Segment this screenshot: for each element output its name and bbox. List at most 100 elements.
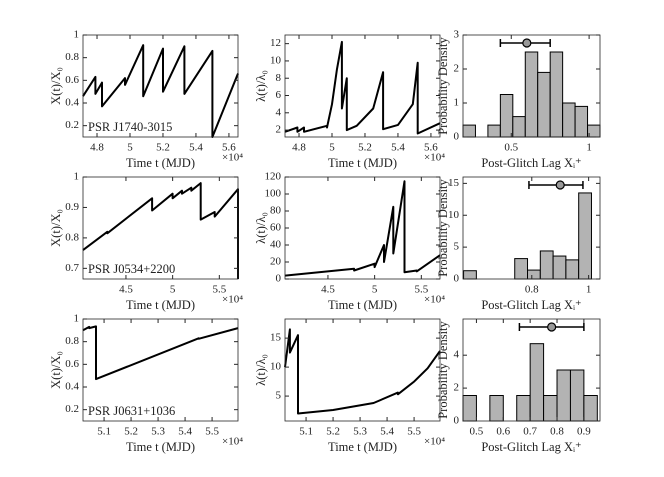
x-tick-label: 1 [586, 142, 592, 154]
x-tick-label: 5.6 [222, 142, 236, 154]
y-tick-label: 1 [74, 171, 80, 183]
x-tick-label: 4.8 [292, 142, 306, 154]
y-tick-label: 20 [270, 256, 282, 268]
histogram-bar [524, 51, 539, 138]
x-tick-label: 5 [170, 284, 176, 296]
y-tick-label: 0.8 [65, 335, 79, 347]
data-line [82, 325, 239, 381]
y-axis-label: λ(t)/λ₀ [254, 212, 268, 244]
x-tick-label: 5.4 [189, 142, 203, 154]
histogram-bar [487, 124, 501, 138]
histogram-bar [499, 94, 514, 138]
y-tick-label: 1 [74, 29, 80, 41]
y-tick-label: 0 [454, 415, 460, 427]
y-tick-label: 0.2 [65, 403, 79, 415]
x-tick-label: 5.1 [299, 426, 313, 438]
histogram-bar [463, 270, 477, 280]
x-multiplier: ×10⁴ [222, 152, 243, 164]
y-tick-label: 6 [276, 89, 282, 101]
y-tick-label: 0.6 [65, 358, 79, 370]
mean-marker [555, 180, 565, 190]
x-tick-label: 0.8 [550, 426, 564, 438]
y-tick-label: 0.9 [65, 201, 79, 213]
histogram-bar [543, 395, 558, 422]
y-tick-label: 4 [454, 349, 460, 361]
x-tick-label: 4.8 [90, 142, 104, 154]
y-tick-label: 15 [448, 177, 460, 189]
panel: 4.8 5 5.2 5.4 5.6 0.2 0.4 0.6 0.8 1 Time t (MJD) X(… [49, 29, 243, 170]
panel: 0.5 0.6 0.7 0.8 0.9 0 2 4 Post-Glitch Lag Xᵢ⁺ Pro… [436, 318, 601, 454]
histogram-bar [552, 255, 567, 280]
y-axis-label: λ(t)/λ₀ [254, 354, 268, 386]
y-tick-label: 8 [276, 72, 282, 84]
y-tick-label: 0 [454, 273, 460, 285]
y-tick-label: 0.4 [65, 381, 79, 393]
panel: 4.8 5 5.2 5.4 5.6 2 4 6 8 10 12 Time t (MJD) λ(t)/λ₀… [254, 34, 445, 170]
histogram-bar [549, 51, 564, 138]
plot-area [285, 177, 440, 279]
x-tick-label: 0.6 [496, 426, 510, 438]
axes-box [462, 318, 601, 422]
x-tick-label: 5.2 [358, 142, 372, 154]
pulsar-name: PSR J0534+2200 [88, 262, 175, 276]
y-tick-label: 5 [454, 241, 460, 253]
y-tick-label: 0.8 [65, 51, 79, 63]
pulsar-name: PSR J1740-3015 [88, 120, 172, 134]
y-tick-label: 60 [270, 222, 282, 234]
histogram-bar [556, 369, 571, 422]
x-tick-label: 4.5 [119, 284, 133, 296]
y-axis-label: λ(t)/λ₀ [254, 70, 268, 102]
y-axis-label: X(t)/X₀ [49, 351, 63, 389]
x-axis-label: Time t (MJD) [328, 440, 397, 454]
axes-box [462, 34, 601, 138]
x-multiplier: ×10⁴ [222, 436, 243, 448]
axes-box [82, 34, 239, 138]
plot-area [83, 177, 238, 279]
x-tick-label: 5 [329, 142, 335, 154]
histogram-bar [578, 192, 592, 280]
x-tick-label: 5.6 [424, 142, 438, 154]
panel: 5.1 5.2 5.3 5.4 5.5 0.2 0.4 0.6 0.8 1 Time t (MJD)… [49, 313, 243, 454]
x-tick-label: 5.3 [353, 426, 367, 438]
x-tick-label: 5.2 [124, 426, 138, 438]
histogram-bar [462, 124, 476, 138]
histogram-bar [462, 395, 477, 422]
data-line [284, 328, 441, 415]
x-tick-label: 4.5 [321, 284, 335, 296]
x-tick-label: 0.7 [523, 426, 537, 438]
x-tick-label: 0.8 [525, 284, 539, 296]
data-line [284, 40, 441, 135]
x-tick-label: 5.1 [97, 426, 111, 438]
histogram-bar [512, 116, 526, 138]
histogram-bar [527, 269, 541, 280]
x-axis-label: Time t (MJD) [328, 298, 397, 312]
y-tick-label: 3 [454, 29, 460, 41]
histogram-bar [516, 395, 531, 422]
x-tick-label: 5 [372, 284, 378, 296]
mean-marker [547, 322, 557, 332]
y-tick-label: 10 [270, 54, 282, 66]
x-axis-label: Post-Glitch Lag Xᵢ⁺ [481, 440, 581, 454]
histogram-bar [569, 369, 585, 422]
y-tick-label: 1 [454, 97, 460, 109]
pulsar-name: PSR J0631+1036 [88, 404, 175, 418]
axes-box [82, 318, 239, 422]
histogram-bar [574, 105, 589, 138]
axes-box [284, 34, 441, 138]
y-tick-label: 0.4 [65, 97, 79, 109]
y-tick-label: 120 [265, 171, 282, 183]
y-tick-label: 0.7 [65, 262, 79, 274]
y-axis-label: X(t)/X₀ [49, 209, 63, 247]
x-tick-label: 5.5 [407, 426, 421, 438]
x-tick-label: 0.9 [577, 426, 591, 438]
y-tick-label: 100 [265, 188, 282, 200]
x-axis-label: Time t (MJD) [126, 156, 195, 170]
histogram-bar [529, 343, 545, 422]
y-tick-label: 0.8 [65, 231, 79, 243]
panel: 5.1 5.2 5.3 5.4 5.5 5 10 15 Time t (MJD) λ(t)/λ₀ ×… [254, 318, 445, 454]
x-tick-label: 5.5 [212, 284, 226, 296]
y-axis-label: Probability Density [436, 36, 450, 134]
y-tick-label: 0 [454, 131, 460, 143]
y-tick-label: 2 [454, 382, 460, 394]
